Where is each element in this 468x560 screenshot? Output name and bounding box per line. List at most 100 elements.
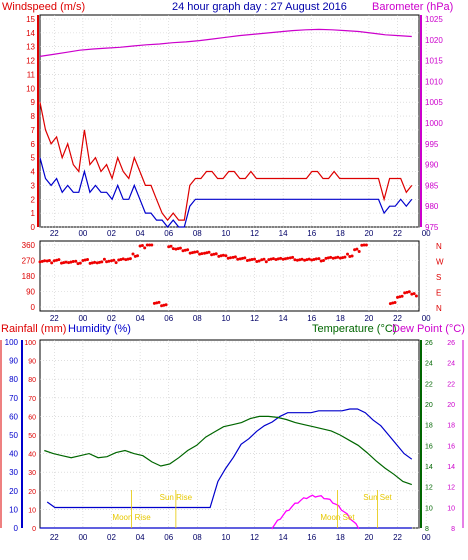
wind-y-tick: 8 <box>31 112 36 121</box>
direction-point <box>317 257 321 261</box>
direction-point <box>229 256 232 260</box>
x-tick-label: 00 <box>78 533 87 542</box>
temp-y-tick: 20 <box>425 402 433 409</box>
direction-point <box>355 247 359 251</box>
graph-title: 24 hour graph day : 27 August 2016 <box>172 1 347 13</box>
x-tick-label: 22 <box>50 533 59 542</box>
direction-point <box>283 257 287 261</box>
direction-point <box>226 256 230 260</box>
temp-y-tick: 8 <box>425 526 429 533</box>
direction-point <box>52 259 56 263</box>
humidity-y-tick: 90 <box>9 357 18 366</box>
x-tick-label: 06 <box>164 533 173 542</box>
direction-point <box>322 259 325 262</box>
annotation-label: Moon Set <box>320 513 355 522</box>
direction-point <box>157 300 161 304</box>
x-tick-label: 20 <box>364 314 373 323</box>
baro-y-tick: 980 <box>425 202 439 211</box>
direction-point <box>207 250 211 254</box>
x-tick-label: 14 <box>279 533 288 542</box>
direction-point <box>336 255 340 259</box>
dew-y-tick: 22 <box>447 381 455 388</box>
direction-point <box>350 254 354 258</box>
direction-point <box>346 252 349 256</box>
direction-point <box>262 257 266 261</box>
direction-point <box>131 252 135 256</box>
x-tick-label: 16 <box>307 533 316 542</box>
x-tick-label: 14 <box>279 229 288 238</box>
grid-layer <box>40 15 427 529</box>
humidity-y-tick: 80 <box>9 375 18 384</box>
direction-point <box>279 256 283 260</box>
direction-y-tick: 0 <box>31 303 36 312</box>
direction-point <box>198 252 202 256</box>
x-tick-label: 12 <box>250 533 259 542</box>
temperature-label: Temperature (°C) <box>312 323 396 335</box>
direction-point <box>62 261 66 265</box>
direction-point <box>305 258 309 262</box>
direction-point <box>264 260 268 264</box>
direction-point <box>396 295 399 299</box>
direction-point <box>124 258 128 262</box>
x-tick-label: 18 <box>336 533 345 542</box>
dewpoint-label: Dew Point (°C) <box>392 323 465 335</box>
windspeed-label: Windspeed (m/s) <box>2 1 85 13</box>
direction-point <box>405 290 409 294</box>
direction-point <box>231 255 235 259</box>
direction-point <box>388 302 392 306</box>
baro-y-tick: 1015 <box>425 57 443 66</box>
baro-y-tick: 1010 <box>425 77 443 86</box>
direction-point <box>164 303 168 307</box>
barometer-line <box>39 28 412 57</box>
dew-y-tick: 8 <box>451 526 455 533</box>
direction-point <box>105 260 109 264</box>
direction-point <box>210 253 214 257</box>
rain-y-tick: 100 <box>24 340 36 347</box>
rain-y-tick: 90 <box>28 359 36 366</box>
dew-y-tick: 24 <box>447 361 455 368</box>
x-tick-label: 14 <box>279 314 288 323</box>
direction-point <box>195 250 199 254</box>
humidity-label: Humidity (%) <box>68 323 131 335</box>
direction-point <box>295 258 299 262</box>
rain-y-tick: 70 <box>28 396 36 403</box>
direction-point <box>174 247 178 251</box>
direction-point <box>221 253 225 257</box>
x-tick-label: 00 <box>422 314 431 323</box>
direction-point <box>360 243 364 247</box>
humidity-y-tick: 60 <box>9 412 18 421</box>
direction-point <box>281 257 285 261</box>
direction-point <box>319 259 323 263</box>
direction-point <box>217 254 221 258</box>
temp-y-tick: 10 <box>425 505 433 512</box>
direction-point <box>110 259 113 263</box>
humidity-y-tick: 50 <box>9 431 18 440</box>
x-tick-label: 06 <box>164 314 173 323</box>
annotation-label: Sun Set <box>363 493 392 502</box>
direction-point <box>143 246 147 250</box>
temp-y-tick: 16 <box>425 443 433 450</box>
direction-point <box>248 258 252 262</box>
x-tick-label: 10 <box>221 533 230 542</box>
direction-point <box>57 258 61 262</box>
baro-y-tick: 1000 <box>425 119 443 128</box>
direction-point <box>398 295 402 299</box>
direction-point <box>253 257 256 261</box>
direction-point <box>138 244 142 248</box>
direction-y-tick: 270 <box>22 257 36 266</box>
direction-point <box>121 257 125 261</box>
x-tick-label: 06 <box>164 229 173 238</box>
direction-point <box>288 256 292 260</box>
humidity-y-tick: 40 <box>9 450 18 459</box>
dew-y-tick: 26 <box>447 340 455 347</box>
rain-y-tick: 50 <box>28 433 36 440</box>
direction-point <box>47 259 51 262</box>
direction-point <box>74 259 78 263</box>
direction-point <box>407 290 411 294</box>
x-tick-label: 22 <box>50 229 59 238</box>
direction-point <box>276 257 280 261</box>
direction-point <box>93 260 97 264</box>
direction-point <box>160 304 164 308</box>
